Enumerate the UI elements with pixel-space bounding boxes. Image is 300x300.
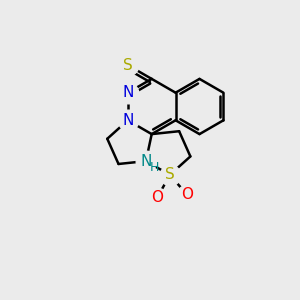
- Text: N: N: [122, 113, 134, 128]
- Text: O: O: [181, 187, 193, 202]
- Text: N: N: [140, 154, 152, 169]
- Text: H: H: [150, 161, 159, 174]
- Text: O: O: [151, 190, 163, 205]
- Text: S: S: [165, 167, 175, 182]
- Text: S: S: [123, 58, 133, 73]
- Text: N: N: [122, 85, 134, 100]
